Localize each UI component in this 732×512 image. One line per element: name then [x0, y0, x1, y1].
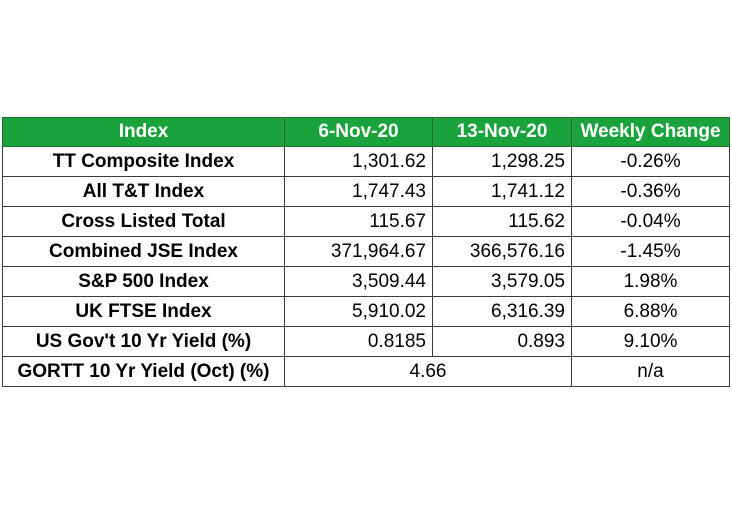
value-6-nov: 0.8185	[284, 326, 433, 357]
row-label: US Gov't 10 Yr Yield (%)	[2, 326, 285, 357]
table-header-row: Index 6-Nov-20 13-Nov-20 Weekly Change	[2, 117, 730, 147]
market-indices-table: Index 6-Nov-20 13-Nov-20 Weekly Change T…	[2, 117, 730, 387]
table-row: Combined JSE Index 371,964.67 366,576.16…	[2, 236, 730, 267]
row-label: All T&T Index	[2, 176, 285, 207]
row-label: Combined JSE Index	[2, 236, 285, 267]
column-header-13-nov-20: 13-Nov-20	[432, 117, 572, 147]
column-header-6-nov-20: 6-Nov-20	[284, 117, 433, 147]
table-row: Cross Listed Total 115.67 115.62 -0.04%	[2, 206, 730, 237]
value-6-nov: 3,509.44	[284, 266, 433, 297]
weekly-change-value: n/a	[571, 356, 730, 387]
row-label: TT Composite Index	[2, 146, 285, 177]
merged-value: 4.66	[284, 356, 572, 387]
weekly-change-value: 9.10%	[571, 326, 730, 357]
table-row: GORTT 10 Yr Yield (Oct) (%) 4.66 n/a	[2, 356, 730, 387]
table-row: S&P 500 Index 3,509.44 3,579.05 1.98%	[2, 266, 730, 297]
column-header-weekly-change: Weekly Change	[571, 117, 730, 147]
value-6-nov: 371,964.67	[284, 236, 433, 267]
value-13-nov: 3,579.05	[432, 266, 572, 297]
value-13-nov: 0.893	[432, 326, 572, 357]
weekly-change-value: -0.04%	[571, 206, 730, 237]
table-row: TT Composite Index 1,301.62 1,298.25 -0.…	[2, 146, 730, 177]
value-6-nov: 5,910.02	[284, 296, 433, 327]
value-6-nov: 115.67	[284, 206, 433, 237]
value-13-nov: 366,576.16	[432, 236, 572, 267]
table-row: US Gov't 10 Yr Yield (%) 0.8185 0.893 9.…	[2, 326, 730, 357]
column-header-index: Index	[2, 117, 285, 147]
value-13-nov: 6,316.39	[432, 296, 572, 327]
row-label: GORTT 10 Yr Yield (Oct) (%)	[2, 356, 285, 387]
table-row: All T&T Index 1,747.43 1,741.12 -0.36%	[2, 176, 730, 207]
value-13-nov: 1,298.25	[432, 146, 572, 177]
weekly-change-value: -0.36%	[571, 176, 730, 207]
value-6-nov: 1,747.43	[284, 176, 433, 207]
value-13-nov: 115.62	[432, 206, 572, 237]
weekly-change-value: -1.45%	[571, 236, 730, 267]
value-13-nov: 1,741.12	[432, 176, 572, 207]
weekly-change-value: 1.98%	[571, 266, 730, 297]
row-label: Cross Listed Total	[2, 206, 285, 237]
weekly-change-value: 6.88%	[571, 296, 730, 327]
row-label: UK FTSE Index	[2, 296, 285, 327]
weekly-change-value: -0.26%	[571, 146, 730, 177]
value-6-nov: 1,301.62	[284, 146, 433, 177]
row-label: S&P 500 Index	[2, 266, 285, 297]
table-row: UK FTSE Index 5,910.02 6,316.39 6.88%	[2, 296, 730, 327]
